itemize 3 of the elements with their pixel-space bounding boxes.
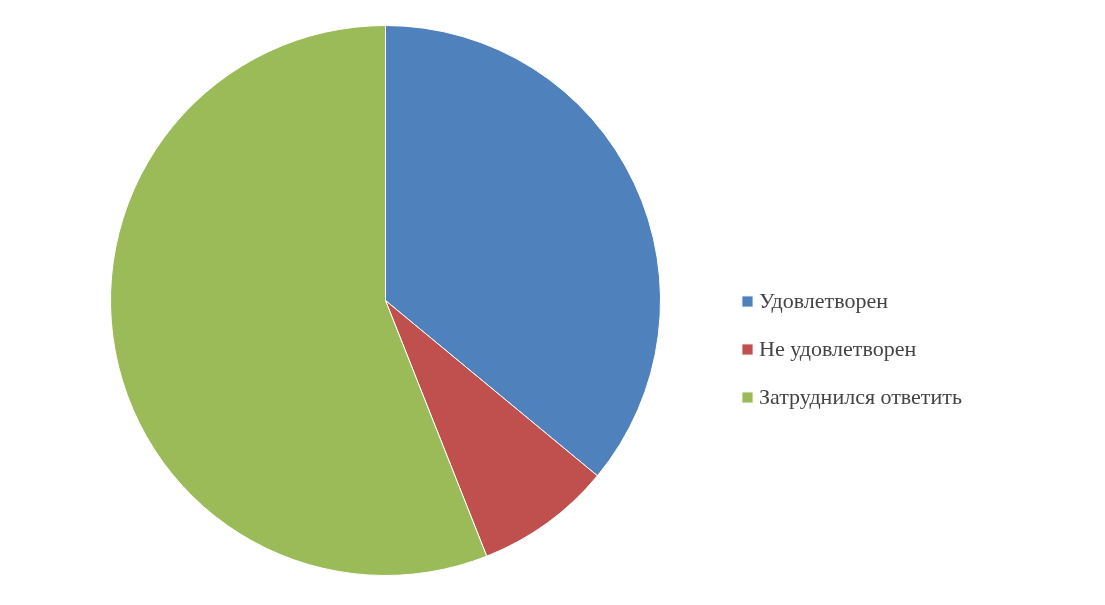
legend-label: Не удовлетворен [759, 336, 917, 362]
legend-label: Затруднился ответить [759, 384, 962, 410]
legend-label: Удовлетворен [759, 288, 888, 314]
